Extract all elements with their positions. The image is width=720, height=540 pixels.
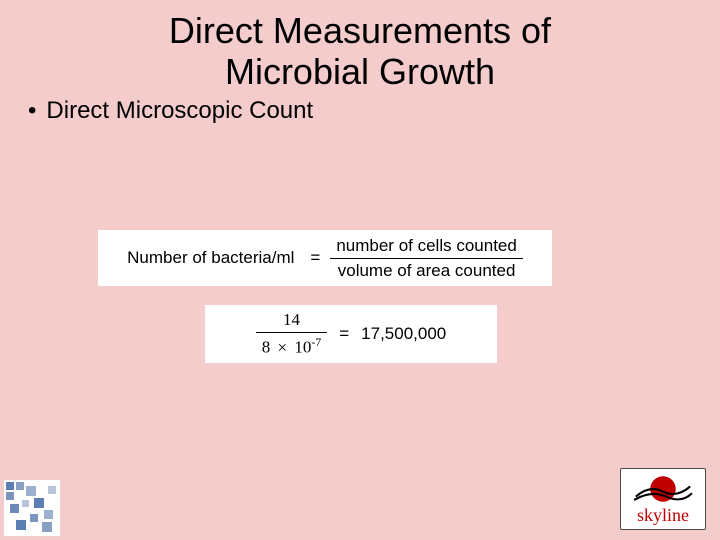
formula2-denom-left: 8	[262, 338, 271, 357]
slide-title: Direct Measurements of Microbial Growth	[0, 0, 720, 93]
bullet-text: Direct Microscopic Count	[46, 95, 313, 126]
skyline-icon	[629, 474, 697, 504]
formula1-denominator: volume of area counted	[332, 259, 522, 281]
bullet-marker: •	[28, 95, 36, 126]
skyline-logo-text: skyline	[637, 506, 689, 524]
formula1-equals: =	[300, 248, 330, 268]
formula2-equals: =	[327, 324, 361, 344]
formula2-denom-base: 10	[294, 338, 311, 357]
bullet-item: • Direct Microscopic Count	[0, 95, 720, 126]
formula2-denom-times: ×	[274, 338, 290, 357]
formula1-numerator: number of cells counted	[330, 236, 523, 258]
formula-box-2: 14 8 × 10-7 = 17,500,000	[205, 305, 497, 363]
formula2-denom-exponent: -7	[311, 335, 321, 349]
formula1-fraction: number of cells counted volume of area c…	[330, 236, 523, 281]
formula2-numerator: 14	[275, 310, 308, 332]
formula1-lhs: Number of bacteria/ml	[127, 248, 300, 268]
formula2-fraction: 14 8 × 10-7	[256, 310, 328, 358]
formula-box-1: Number of bacteria/ml = number of cells …	[98, 230, 552, 286]
title-line-1: Direct Measurements of	[169, 10, 551, 51]
skyline-logo: skyline	[620, 468, 706, 530]
title-line-2: Microbial Growth	[225, 51, 495, 92]
formula2-denominator: 8 × 10-7	[256, 333, 328, 358]
decorative-logo-left	[4, 480, 60, 536]
formula2-result: 17,500,000	[361, 324, 446, 344]
